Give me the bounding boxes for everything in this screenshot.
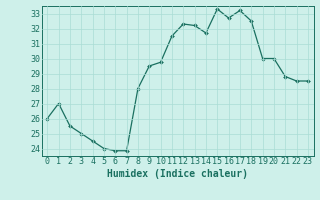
X-axis label: Humidex (Indice chaleur): Humidex (Indice chaleur)	[107, 169, 248, 179]
